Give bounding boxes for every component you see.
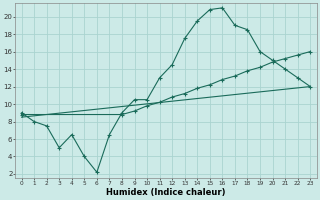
- X-axis label: Humidex (Indice chaleur): Humidex (Indice chaleur): [106, 188, 226, 197]
